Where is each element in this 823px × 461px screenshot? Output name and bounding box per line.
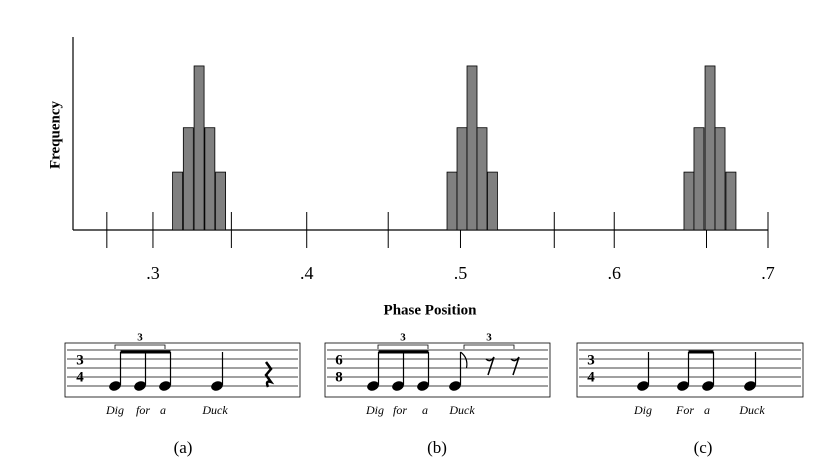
note-head (449, 381, 461, 391)
bar (215, 171, 227, 231)
lyric: for (393, 403, 407, 417)
time-sig: 4 (587, 369, 595, 385)
rest (510, 356, 520, 376)
x-tick-label: .5 (454, 263, 468, 283)
bar (725, 171, 737, 231)
lyric: for (136, 403, 150, 417)
bar (172, 171, 183, 231)
bar (683, 171, 695, 231)
time-sig: 4 (76, 369, 84, 385)
tuplet: 3 (137, 332, 143, 344)
lyric: Dig (105, 403, 124, 417)
bar (193, 65, 205, 231)
time-sig: 8 (335, 369, 343, 385)
bar (204, 127, 216, 231)
lyric: a (160, 403, 166, 417)
lyric: Duck (738, 403, 765, 417)
staff-box (324, 342, 551, 398)
lyric: a (422, 403, 428, 417)
note-head (367, 381, 379, 391)
lyric: For (675, 403, 694, 417)
time-sig: 3 (76, 352, 84, 368)
note-head (159, 381, 171, 391)
lyric: Dig (365, 403, 384, 417)
bar (476, 127, 488, 231)
bar (704, 65, 716, 231)
lyric: Duck (448, 403, 475, 417)
x-axis-label: Phase Position (384, 302, 478, 318)
note-head (744, 381, 756, 391)
note-head (637, 381, 649, 391)
rest (485, 356, 495, 376)
y-axis-label: Frequency (47, 100, 63, 169)
flag (460, 351, 468, 369)
bar (456, 127, 468, 231)
staff-box (576, 342, 804, 398)
caption: (c) (694, 438, 713, 457)
time-sig: 3 (587, 352, 595, 368)
tuplet-bracket (377, 344, 429, 349)
staff-box (64, 342, 301, 398)
note-head (211, 381, 223, 391)
lyric: a (704, 403, 710, 417)
x-tick-label: .4 (300, 263, 314, 283)
note-head (109, 381, 121, 391)
note-head (417, 381, 429, 391)
note-head (134, 381, 146, 391)
histogram: Frequency Phase Position .3 .4 .5 .6 .7 (47, 37, 775, 318)
lyric: Duck (201, 403, 228, 417)
tuplet: 3 (486, 332, 492, 344)
bar (446, 171, 458, 231)
tuplet: 3 (400, 332, 406, 344)
note-head (392, 381, 404, 391)
x-tick-label: .7 (761, 263, 775, 283)
x-tick-label: .3 (146, 263, 160, 283)
bar (182, 127, 194, 231)
bar (466, 65, 478, 231)
rest (264, 361, 275, 388)
caption: (a) (174, 438, 193, 457)
bar (693, 127, 705, 231)
caption: (b) (427, 438, 447, 457)
tuplet-bracket (463, 344, 515, 349)
note-head (677, 381, 689, 391)
tuplet-bracket (114, 344, 166, 349)
bar (487, 171, 498, 231)
lyric: Dig (633, 403, 652, 417)
note-head (702, 381, 714, 391)
bar (714, 127, 726, 231)
x-tick-label: .6 (607, 263, 621, 283)
time-sig: 6 (335, 352, 343, 368)
